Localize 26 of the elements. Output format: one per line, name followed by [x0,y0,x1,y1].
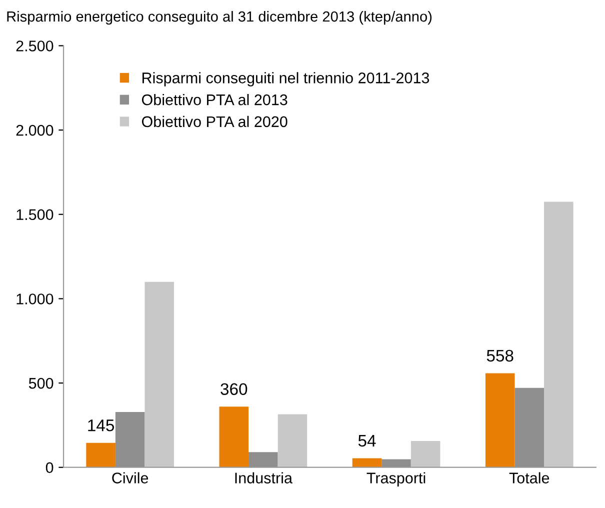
legend-label: Risparmi conseguiti nel triennio 2011-2013 [142,72,430,86]
data-label: 54 [358,434,376,447]
bar [278,414,308,468]
data-label: 145 [88,420,114,432]
legend-label: Obiettivo PTA al 2020 [142,116,288,128]
bar [544,202,574,468]
bar [410,441,440,468]
data-label: 360 [220,383,248,396]
y-tick-label: 1.000 [16,294,54,304]
chart-title: Risparmio energetico conseguito al 31 dicembre 2013 (ktep/anno) [7,10,432,25]
data-label: 558 [486,350,514,362]
bar [86,442,116,468]
y-tick-label: 500 [28,378,54,389]
bar [485,373,515,468]
x-tick-label: Civile [112,472,148,484]
x-tick-label: Totale [509,472,550,484]
x-tick-label: Trasporti [366,472,426,486]
y-tick-label: 0 [46,462,54,474]
y-tick-label: 2.000 [16,124,54,136]
legend-label: Obiettivo PTA al 2013 [142,94,288,106]
x-tick-label: Industria [235,472,292,484]
bar [352,458,382,468]
y-tick-label: 1.500 [16,209,54,220]
bar [144,282,174,468]
y-tick-label: 2.500 [16,40,54,52]
bar [219,406,249,468]
